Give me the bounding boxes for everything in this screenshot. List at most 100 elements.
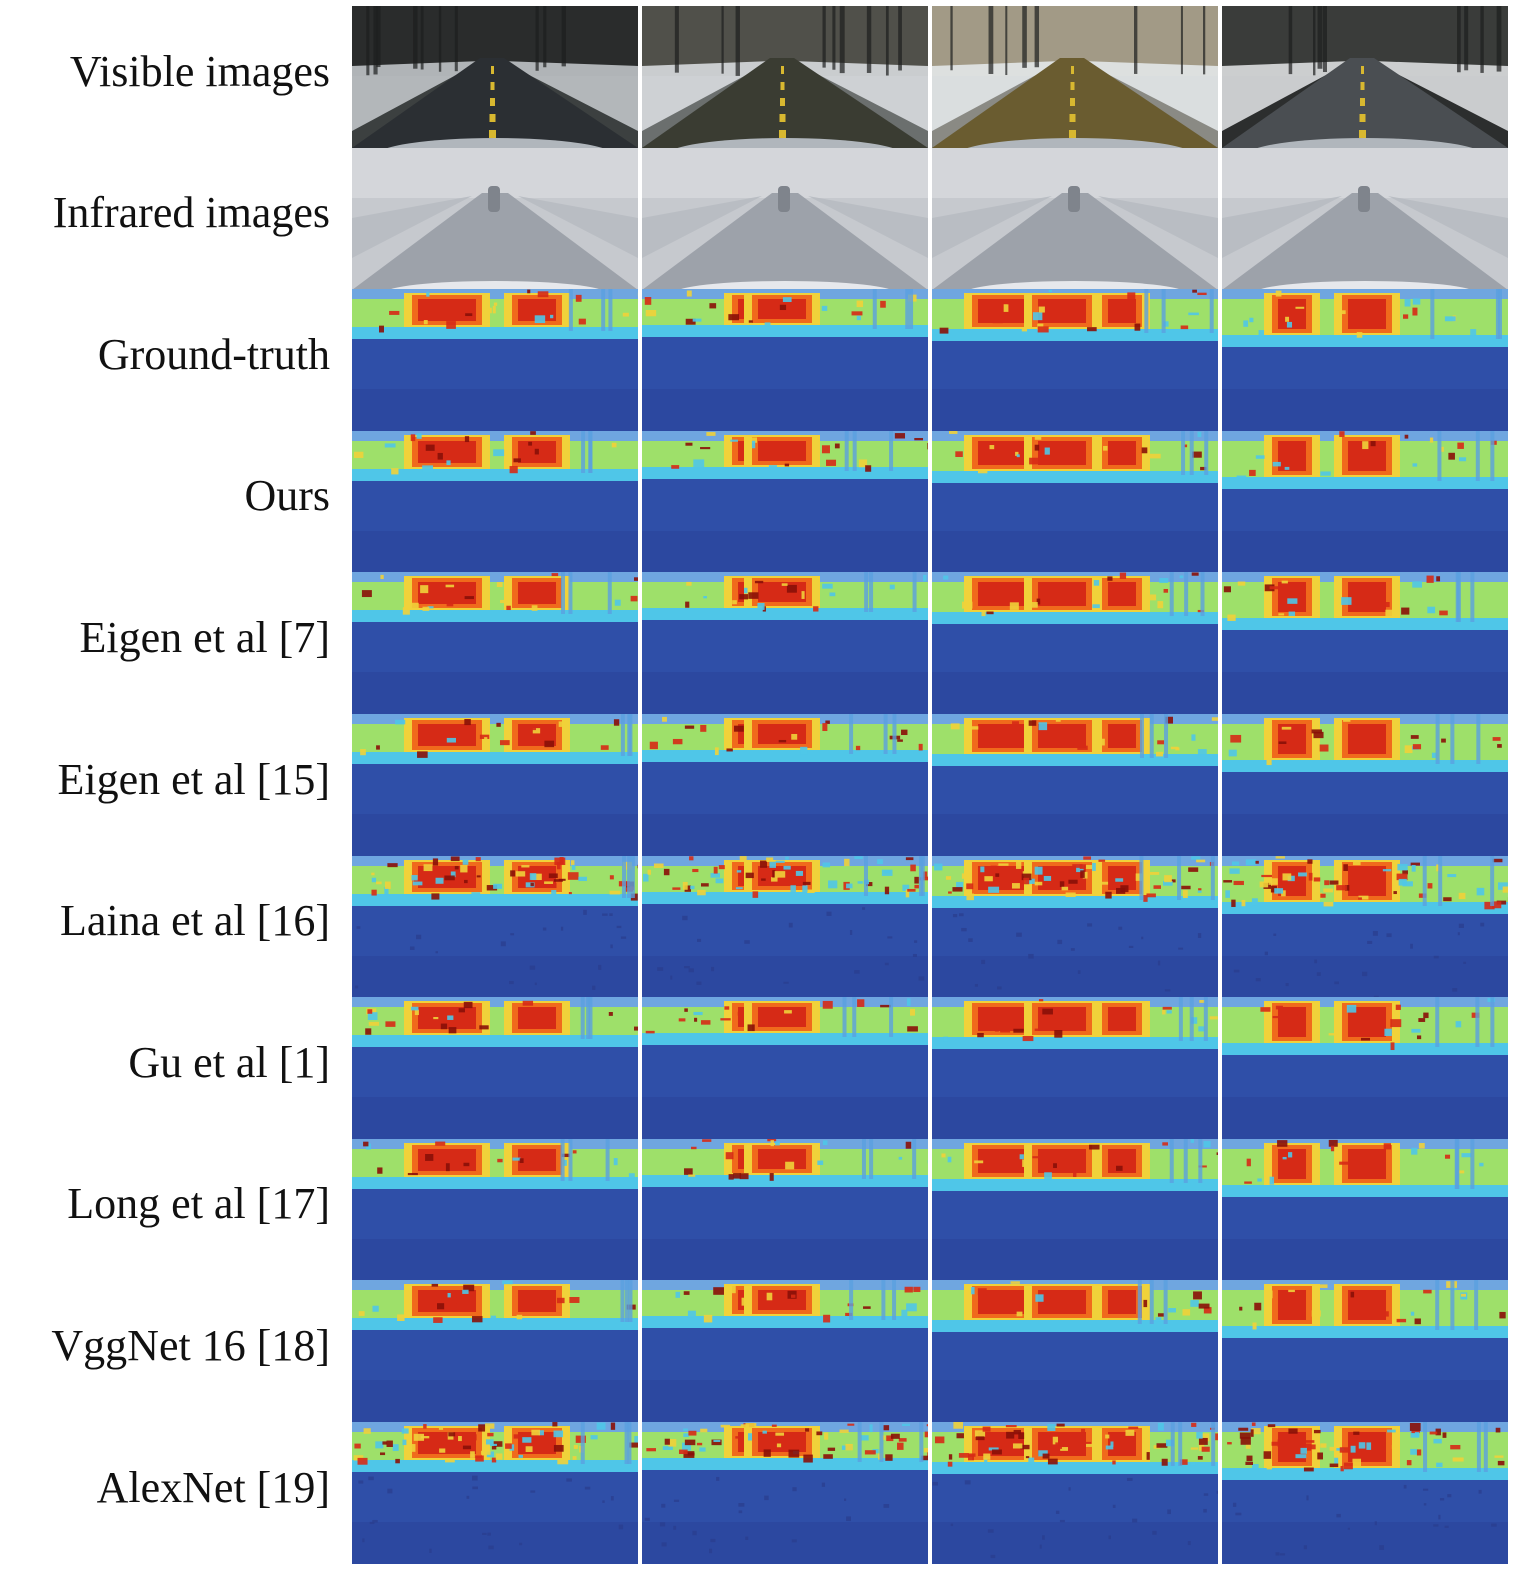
image-grid xyxy=(352,6,1512,1564)
image-cell xyxy=(642,997,928,1140)
depth-image xyxy=(932,289,1218,432)
row-label: Ground-truth xyxy=(97,329,330,379)
depth-noisy-image xyxy=(1222,1422,1508,1564)
depth-image xyxy=(352,1138,638,1281)
image-cell xyxy=(642,430,928,573)
image-cell xyxy=(1222,6,1508,148)
depth-image xyxy=(1222,714,1508,856)
image-cell xyxy=(1222,289,1508,432)
image-cell xyxy=(352,6,638,148)
infrared-image xyxy=(352,147,638,290)
image-cell xyxy=(642,1138,928,1281)
row-label: Long et al [17] xyxy=(67,1179,330,1229)
image-cell xyxy=(352,147,638,290)
image-cell xyxy=(642,1280,928,1423)
depth-noisy-image xyxy=(932,1422,1218,1564)
depth-noisy-image xyxy=(352,855,638,998)
image-cell xyxy=(352,430,638,573)
image-cell xyxy=(1222,147,1508,290)
depth-image xyxy=(932,572,1218,715)
image-cell xyxy=(352,714,638,856)
depth-noisy-image xyxy=(1222,855,1508,998)
depth-image xyxy=(1222,997,1508,1140)
image-cell xyxy=(932,997,1218,1140)
image-cell xyxy=(932,855,1218,998)
row-label: Eigen et al [7] xyxy=(79,612,330,662)
visible-image xyxy=(932,6,1218,148)
depth-image xyxy=(1222,1280,1508,1423)
image-cell xyxy=(1222,714,1508,856)
depth-image xyxy=(642,572,928,715)
image-cell xyxy=(1222,572,1508,715)
depth-image xyxy=(352,1280,638,1423)
depth-noisy-image xyxy=(352,1422,638,1564)
visible-image xyxy=(642,6,928,148)
infrared-image xyxy=(642,147,928,290)
depth-image xyxy=(1222,289,1508,432)
depth-image xyxy=(1222,572,1508,715)
image-cell xyxy=(352,1138,638,1281)
image-cell xyxy=(642,714,928,856)
row-label: Eigen et al [15] xyxy=(57,754,330,804)
image-cell xyxy=(642,1422,928,1564)
row-label: Infrared images xyxy=(52,188,330,238)
image-cell xyxy=(932,6,1218,148)
depth-image xyxy=(932,1138,1218,1281)
image-cell xyxy=(642,289,928,432)
image-cell xyxy=(932,289,1218,432)
row-labels: Visible images Infrared images Ground-trut… xyxy=(0,0,340,1569)
depth-image xyxy=(642,1138,928,1281)
image-cell xyxy=(352,997,638,1140)
depth-image xyxy=(352,997,638,1140)
image-cell xyxy=(352,1422,638,1564)
depth-image xyxy=(352,289,638,432)
row-label: AlexNet [19] xyxy=(96,1462,330,1512)
image-cell xyxy=(352,1280,638,1423)
depth-image xyxy=(642,289,928,432)
visible-image xyxy=(352,6,638,148)
image-cell xyxy=(642,6,928,148)
depth-image xyxy=(932,1280,1218,1423)
depth-image xyxy=(642,714,928,856)
row-label: Ours xyxy=(244,471,330,521)
image-cell xyxy=(932,1280,1218,1423)
depth-image xyxy=(642,430,928,573)
image-cell xyxy=(352,289,638,432)
depth-image xyxy=(642,997,928,1140)
depth-image xyxy=(352,714,638,856)
image-cell xyxy=(352,855,638,998)
depth-image xyxy=(1222,1138,1508,1281)
image-cell xyxy=(642,147,928,290)
depth-image xyxy=(352,430,638,573)
image-cell xyxy=(1222,855,1508,998)
image-cell xyxy=(932,430,1218,573)
image-cell xyxy=(1222,1280,1508,1423)
image-cell xyxy=(1222,430,1508,573)
image-cell xyxy=(642,855,928,998)
row-label: Visible images xyxy=(69,46,330,96)
depth-noisy-image xyxy=(642,855,928,998)
image-cell xyxy=(932,147,1218,290)
image-cell xyxy=(1222,1138,1508,1281)
infrared-image xyxy=(932,147,1218,290)
image-cell xyxy=(932,1138,1218,1281)
depth-image xyxy=(932,997,1218,1140)
image-cell xyxy=(642,572,928,715)
depth-image xyxy=(932,430,1218,573)
image-cell xyxy=(932,572,1218,715)
image-cell xyxy=(1222,997,1508,1140)
image-cell xyxy=(932,714,1218,856)
image-cell xyxy=(932,1422,1218,1564)
row-label: Laina et al [16] xyxy=(60,896,330,946)
image-cell xyxy=(1222,1422,1508,1564)
depth-noisy-image xyxy=(932,855,1218,998)
depth-image xyxy=(642,1280,928,1423)
infrared-image xyxy=(1222,147,1508,290)
visible-image xyxy=(1222,6,1508,148)
depth-image xyxy=(932,714,1218,856)
image-cell xyxy=(352,572,638,715)
row-label: VggNet 16 [18] xyxy=(51,1320,330,1370)
depth-image xyxy=(1222,430,1508,573)
depth-image xyxy=(352,572,638,715)
row-label: Gu et al [1] xyxy=(128,1037,330,1087)
